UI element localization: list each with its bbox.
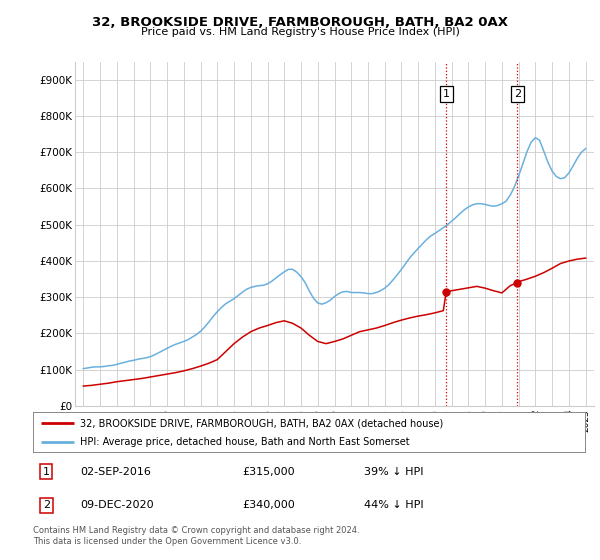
Text: 2: 2 [514,89,521,99]
Text: 02-SEP-2016: 02-SEP-2016 [80,467,151,477]
Text: Price paid vs. HM Land Registry's House Price Index (HPI): Price paid vs. HM Land Registry's House … [140,27,460,37]
Text: 32, BROOKSIDE DRIVE, FARMBOROUGH, BATH, BA2 0AX: 32, BROOKSIDE DRIVE, FARMBOROUGH, BATH, … [92,16,508,29]
Text: 39% ↓ HPI: 39% ↓ HPI [364,467,424,477]
Text: £340,000: £340,000 [243,501,296,511]
Text: 2: 2 [43,501,50,511]
Text: HPI: Average price, detached house, Bath and North East Somerset: HPI: Average price, detached house, Bath… [80,437,410,447]
Text: £315,000: £315,000 [243,467,295,477]
Text: 1: 1 [443,89,449,99]
Text: 09-DEC-2020: 09-DEC-2020 [80,501,154,511]
Text: 1: 1 [43,467,50,477]
Text: Contains HM Land Registry data © Crown copyright and database right 2024.
This d: Contains HM Land Registry data © Crown c… [33,526,359,546]
Text: 32, BROOKSIDE DRIVE, FARMBOROUGH, BATH, BA2 0AX (detached house): 32, BROOKSIDE DRIVE, FARMBOROUGH, BATH, … [80,418,443,428]
Text: 44% ↓ HPI: 44% ↓ HPI [364,501,424,511]
